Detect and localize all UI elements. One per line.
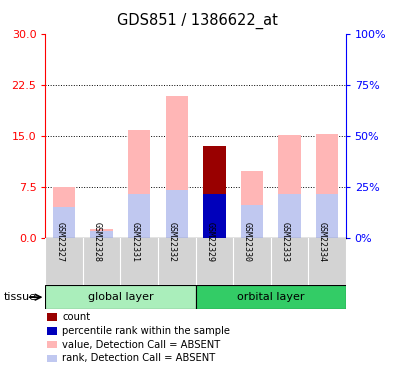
Text: GSM22328: GSM22328 <box>93 222 102 262</box>
Text: GSM22334: GSM22334 <box>318 222 327 262</box>
Bar <box>90 229 113 238</box>
Bar <box>53 187 75 238</box>
Text: GDS851 / 1386622_at: GDS851 / 1386622_at <box>117 13 278 29</box>
Bar <box>166 96 188 238</box>
FancyBboxPatch shape <box>196 285 346 309</box>
Text: GSM22329: GSM22329 <box>205 222 214 262</box>
Text: rank, Detection Call = ABSENT: rank, Detection Call = ABSENT <box>62 354 215 363</box>
Bar <box>316 194 338 238</box>
Bar <box>53 207 75 238</box>
Bar <box>278 194 301 238</box>
Text: GSM22330: GSM22330 <box>243 222 252 262</box>
Text: GSM22327: GSM22327 <box>55 222 64 262</box>
Text: percentile rank within the sample: percentile rank within the sample <box>62 326 230 336</box>
Bar <box>241 171 263 238</box>
Text: orbital layer: orbital layer <box>237 292 304 302</box>
Bar <box>278 135 301 238</box>
Text: tissue: tissue <box>4 292 37 302</box>
Bar <box>128 130 150 238</box>
Bar <box>128 194 150 238</box>
Bar <box>203 146 226 238</box>
Bar <box>90 231 113 238</box>
Bar <box>203 194 226 238</box>
Bar <box>316 134 338 238</box>
Text: GSM22331: GSM22331 <box>130 222 139 262</box>
Text: value, Detection Call = ABSENT: value, Detection Call = ABSENT <box>62 340 220 350</box>
Text: count: count <box>62 312 90 322</box>
FancyBboxPatch shape <box>45 285 196 309</box>
Bar <box>241 206 263 238</box>
Text: global layer: global layer <box>88 292 153 302</box>
Text: GSM22333: GSM22333 <box>280 222 289 262</box>
Text: GSM22332: GSM22332 <box>168 222 177 262</box>
Bar <box>166 190 188 238</box>
